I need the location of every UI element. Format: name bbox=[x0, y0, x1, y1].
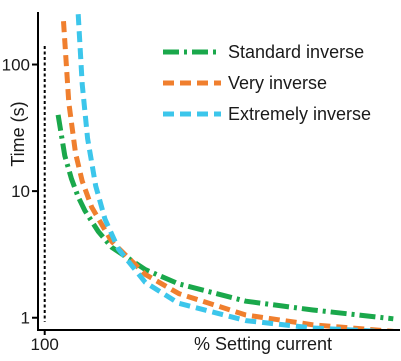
legend-label: Standard inverse bbox=[228, 42, 364, 62]
x-tick-label: 100 bbox=[31, 335, 59, 354]
y-axis-label: Time (s) bbox=[8, 101, 28, 166]
legend-label: Very inverse bbox=[228, 73, 327, 93]
y-tick-label: 100 bbox=[2, 56, 30, 75]
plot-area bbox=[43, 14, 394, 330]
series-line-standard-inverse bbox=[55, 114, 394, 322]
y-tick-label: 1 bbox=[21, 309, 30, 328]
x-axis-label: % Setting current bbox=[194, 334, 332, 354]
series-line-very-inverse bbox=[61, 21, 394, 330]
ticks: 1 10 100 100 bbox=[2, 56, 59, 354]
legend-label: Extremely inverse bbox=[228, 104, 371, 124]
y-tick-label: 10 bbox=[11, 182, 30, 201]
legend: Standard inverse Very inverse Extremely in… bbox=[163, 42, 371, 124]
series-line-extremely-inverse bbox=[75, 14, 394, 330]
